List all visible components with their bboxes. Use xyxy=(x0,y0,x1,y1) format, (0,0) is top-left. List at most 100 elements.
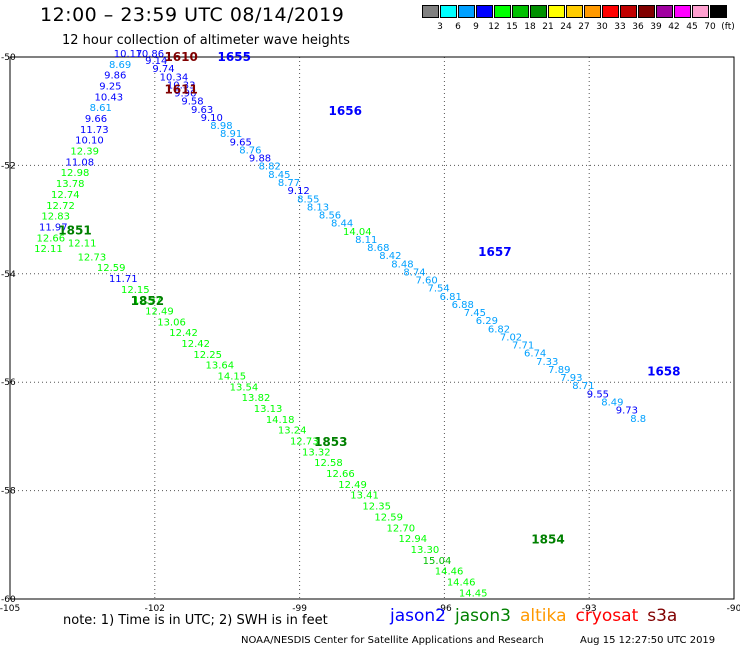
swh-value-jason2: 8.77 xyxy=(278,178,300,189)
x-tick-label: -90 xyxy=(727,604,740,614)
color-scale-swatch xyxy=(674,5,691,18)
swh-value-jason3: 13.54 xyxy=(230,382,259,393)
color-scale-label: 21 xyxy=(542,22,554,32)
swh-value-jason2: 6.82 xyxy=(488,324,510,335)
swh-value-jason2: 9.14 xyxy=(145,56,167,67)
swh-value-jason3: 12.73 xyxy=(78,252,107,263)
y-tick-label: -56 xyxy=(1,378,16,388)
swh-value-jason3: 14.46 xyxy=(435,567,464,578)
color-scale-label: 18 xyxy=(524,22,536,32)
swh-value-cryosat: 12.11 xyxy=(34,244,63,255)
swh-value-jason3: 12.49 xyxy=(145,306,174,317)
satellite-legend: jason2 jason3 altika cryosat s3a xyxy=(390,606,686,626)
x-tick-label: -105 xyxy=(0,604,20,614)
swh-value-jason2: 8.82 xyxy=(259,162,281,173)
color-scale-swatch xyxy=(602,5,619,18)
color-scale-swatch xyxy=(530,5,547,18)
swh-value-jason3: 12.66 xyxy=(326,469,355,480)
swh-value-jason3: 13.64 xyxy=(205,361,234,372)
color-scale-swatch xyxy=(440,5,457,18)
color-scale-label: 70 xyxy=(704,22,716,32)
swh-value-jason3: 13.30 xyxy=(411,545,440,556)
swh-value-jason2: 8.98 xyxy=(210,121,232,132)
swh-value-jason3: 13.24 xyxy=(278,426,307,437)
credit-line: NOAA/NESDIS Center for Satellite Applica… xyxy=(241,635,544,646)
swh-value-jason3: 12.11 xyxy=(68,239,97,250)
swh-value-jason3: 14.18 xyxy=(266,415,295,426)
legend-entry-jason2: jason2 xyxy=(390,606,446,626)
pass-time-jason3: 1854 xyxy=(531,532,564,546)
swh-value-jason2: 9.73 xyxy=(616,406,638,417)
swh-value-cryosat: 10.17 xyxy=(114,49,143,60)
swh-value-jason3: 12.97 xyxy=(133,296,162,307)
color-scale-label: 39 xyxy=(650,22,662,32)
color-scale-label: 42 xyxy=(668,22,680,32)
x-tick-label: -99 xyxy=(292,604,307,614)
swh-value-jason2: 8.8 xyxy=(630,414,646,425)
swh-value-jason2: 10.34 xyxy=(160,72,189,83)
pass-time-jason3: 1852 xyxy=(131,294,164,308)
pass-time-cryosat: 1610 xyxy=(164,50,197,64)
swh-value-jason2: 8.76 xyxy=(239,145,261,156)
swh-value-jason3: 12.35 xyxy=(362,502,391,513)
swh-value-jason2: 8.56 xyxy=(319,211,341,222)
swh-value-jason3: 12.70 xyxy=(386,523,415,534)
color-scale-swatch xyxy=(512,5,529,18)
swh-value-cryosat: 12.66 xyxy=(37,233,66,244)
swh-value-cryosat: 8.69 xyxy=(109,60,131,71)
chart-title: 12:00 – 23:59 UTC 08/14/2019 xyxy=(40,4,345,26)
swh-value-jason3: 12.42 xyxy=(181,339,210,350)
y-tick-label: -52 xyxy=(1,161,16,171)
color-scale-swatch xyxy=(692,5,709,18)
swh-value-jason2: 8.11 xyxy=(355,235,377,246)
swh-value-jason2: 8.71 xyxy=(572,381,594,392)
swh-value-jason2: 6.74 xyxy=(524,349,546,360)
swh-value-jason2: 7.71 xyxy=(512,341,534,352)
swh-value-jason2: 8.48 xyxy=(391,259,413,270)
swh-value-cryosat: 12.74 xyxy=(51,190,80,201)
color-scale-label: 36 xyxy=(632,22,644,32)
y-tick-label: -58 xyxy=(1,487,16,497)
swh-value-jason2: 7.93 xyxy=(560,373,582,384)
swh-value-jason2: 8.91 xyxy=(220,129,242,140)
color-scale-swatch xyxy=(620,5,637,18)
x-tick-label: -93 xyxy=(582,604,597,614)
swh-value-jason3: 13.41 xyxy=(350,491,379,502)
swh-value-jason2: 9.65 xyxy=(230,137,252,148)
swh-value-jason2: 6.29 xyxy=(476,316,498,327)
swh-value-jason2: 9.63 xyxy=(191,105,213,116)
color-scale-label: 15 xyxy=(506,22,518,32)
swh-value-jason3: 13.06 xyxy=(157,317,186,328)
color-scale-swatch xyxy=(710,5,727,18)
swh-value-jason2: 8.68 xyxy=(367,243,389,254)
footer-note: note: 1) Time is in UTC; 2) SWH is in fe… xyxy=(63,613,328,628)
legend-entry-cryosat: cryosat xyxy=(575,606,639,626)
swh-value-jason2: 9.96 xyxy=(174,89,196,100)
color-scale-swatch xyxy=(566,5,583,18)
color-scale-label: (ft) xyxy=(721,22,735,32)
swh-value-cryosat: 11.73 xyxy=(80,125,109,136)
swh-value-jason2: 6.81 xyxy=(440,292,462,303)
swh-value-jason2: 9.10 xyxy=(201,113,223,124)
swh-value-cryosat: 9.25 xyxy=(99,82,121,93)
swh-value-jason2: 7.89 xyxy=(548,365,570,376)
swh-value-cryosat: 10.43 xyxy=(94,92,123,103)
color-scale-label: 6 xyxy=(455,22,461,32)
time-label-layer: 1655 1656 1657 1658 1610 1611 1851 1852 1853 1854 xyxy=(58,50,680,546)
color-scale-swatch xyxy=(548,5,565,18)
color-scale-swatch xyxy=(656,5,673,18)
swh-value-cryosat: 11.97 xyxy=(39,222,68,233)
pass-time-jason2: 1658 xyxy=(647,364,680,378)
swh-value-jason2: 10.86 xyxy=(135,49,164,60)
color-scale-swatch xyxy=(476,5,493,18)
swh-value-cryosat: 9.66 xyxy=(85,114,107,125)
swh-value-jason2: 7.33 xyxy=(536,357,558,368)
swh-value-jason3: 12.94 xyxy=(399,534,428,545)
color-scale-swatch xyxy=(494,5,511,18)
color-scale-label: 45 xyxy=(686,22,698,32)
swh-value-jason2: 7.54 xyxy=(428,284,450,295)
color-scale-swatch xyxy=(458,5,475,18)
color-scale-label: 30 xyxy=(596,22,608,32)
swh-value-jason3: 12.42 xyxy=(169,328,198,339)
swh-value-jason2: 8.13 xyxy=(307,202,329,213)
